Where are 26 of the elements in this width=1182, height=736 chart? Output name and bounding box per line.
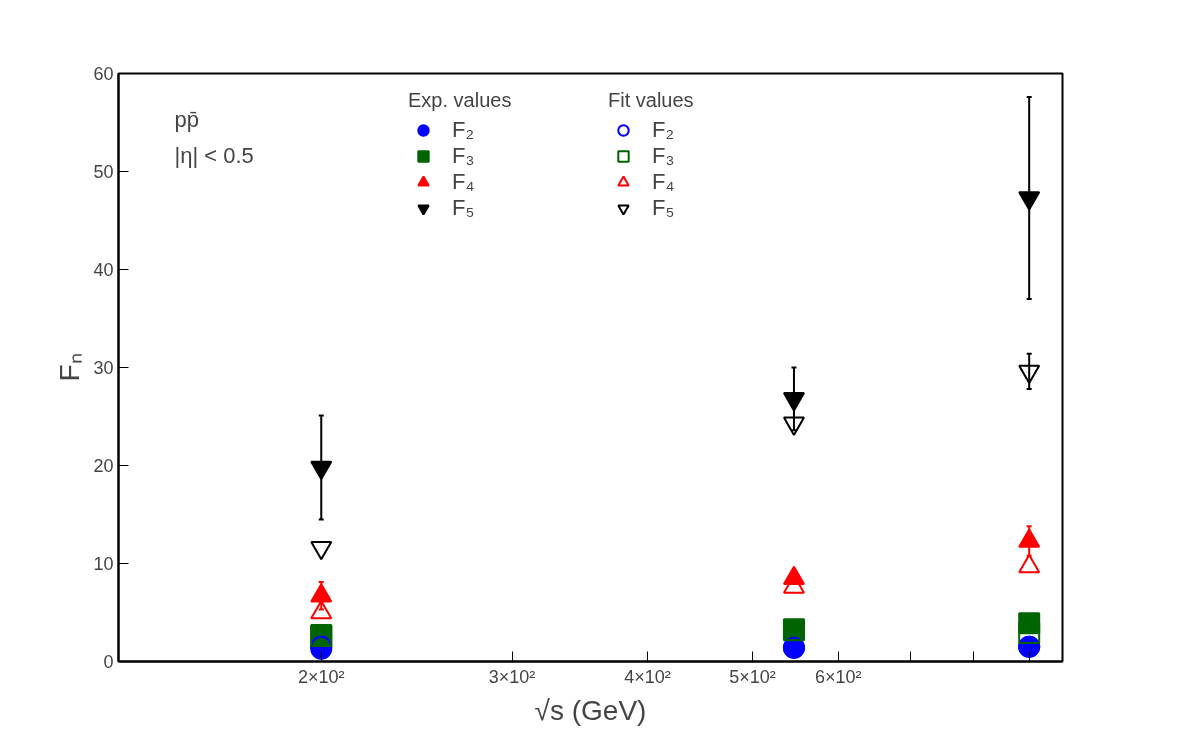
x-tick-label: 6×10² <box>815 666 862 687</box>
legend-label: F₅ <box>452 195 475 221</box>
x-axis-title: √s (GeV) <box>534 694 647 726</box>
y-tick-label: 50 <box>93 162 114 182</box>
y-tick-label: 10 <box>93 554 114 574</box>
legend-label: F₄ <box>652 169 675 195</box>
annotation: pp̄ <box>174 106 199 132</box>
legend-label: F₄ <box>452 169 475 195</box>
x-tick-label: 3×10² <box>488 666 536 687</box>
legend-label: F₂ <box>652 117 674 143</box>
legend-label: F₂ <box>452 117 474 143</box>
x-tick-label: 4×10² <box>624 666 671 687</box>
y-tick-label: 0 <box>103 652 114 672</box>
x-tick-label: 5×10² <box>729 666 776 687</box>
annotation: Fit values <box>608 89 694 112</box>
legend-label: F₃ <box>652 143 675 169</box>
annotation: Exp. values <box>408 89 512 112</box>
legend-label: F₅ <box>652 195 675 221</box>
y-tick-label: 20 <box>93 456 114 476</box>
y-tick-label: 30 <box>93 358 114 378</box>
legend-label: F₃ <box>452 143 475 169</box>
y-axis-title: Fₙ <box>54 353 86 382</box>
x-tick-label: 2×10² <box>297 666 345 687</box>
y-tick-label: 40 <box>93 260 114 280</box>
annotation: |η| < 0.5 <box>174 142 254 168</box>
y-tick-label: 60 <box>93 64 114 84</box>
